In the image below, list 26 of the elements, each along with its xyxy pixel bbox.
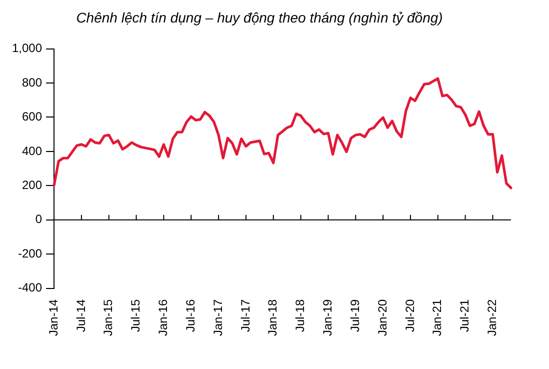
x-tick-label: Jan-20 xyxy=(375,298,390,336)
x-tick-label: Jan-16 xyxy=(156,298,170,336)
x-tick-label: Jan-15 xyxy=(101,298,116,336)
y-tick-label: 1,000 xyxy=(12,41,42,56)
y-tick-label: 200 xyxy=(22,178,42,192)
y-tick-label: -200 xyxy=(18,246,42,260)
y-tick-label: -400 xyxy=(18,280,42,295)
x-tick-label: Jul-17 xyxy=(238,298,252,332)
x-tick-label: Jan-18 xyxy=(266,298,280,336)
x-tick-label: Jan-21 xyxy=(430,298,444,336)
x-tick-label: Jan-14 xyxy=(46,298,60,336)
y-tick-label: 600 xyxy=(22,110,42,124)
x-tick-label: Jul-16 xyxy=(183,298,198,332)
x-tick-label: Jul-21 xyxy=(458,298,472,332)
x-tick-label: Jul-15 xyxy=(128,298,143,332)
x-tick-label: Jan-17 xyxy=(210,298,225,336)
x-tick-label: Jul-20 xyxy=(402,298,417,332)
chart-title: Chênh lệch tín dụng – huy động theo tháng (nghìn tỷ đồng) xyxy=(76,9,443,26)
x-tick-label: Jan-22 xyxy=(485,298,500,336)
y-tick-label: 800 xyxy=(22,75,42,90)
y-tick-label: 400 xyxy=(22,144,42,158)
x-tick-label: Jul-14 xyxy=(74,298,88,332)
y-tick-label: 0 xyxy=(35,212,42,226)
x-tick-label: Jul-18 xyxy=(293,298,308,332)
x-tick-label: Jan-19 xyxy=(320,298,335,336)
x-tick-label: Jul-19 xyxy=(348,298,362,332)
